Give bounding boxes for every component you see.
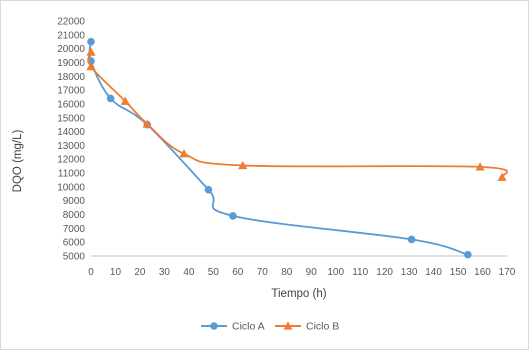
x-tick-label: 170 [499, 267, 516, 278]
series-ciclo-b [86, 47, 509, 181]
y-tick-label: 10000 [57, 182, 85, 193]
x-axis-title: Tiempo (h) [271, 288, 326, 300]
x-tick-label: 30 [159, 267, 171, 278]
legend-item: Ciclo A [201, 321, 265, 333]
data-point [179, 149, 189, 158]
data-point [87, 37, 95, 46]
x-axis-ticks: 0 10 20 30 40 50 60 70 80 90 100 110 120 130 140 150 160… [88, 267, 516, 278]
x-tick-label: 50 [208, 267, 220, 278]
legend-label: Ciclo B [306, 321, 339, 333]
series-line [87, 51, 509, 179]
y-tick-label: 7000 [63, 224, 86, 235]
y-tick-label: 20000 [57, 44, 85, 55]
y-tick-label: 11000 [58, 169, 86, 180]
legend-marker [210, 322, 218, 330]
data-point [229, 212, 237, 220]
data-point [106, 94, 115, 103]
y-tick-label: 5000 [63, 252, 86, 263]
data-point [142, 119, 152, 128]
x-tick-label: 10 [110, 267, 122, 278]
y-tick-label: 12000 [57, 155, 85, 166]
data-point [86, 47, 96, 56]
y-tick-label: 13000 [57, 141, 85, 152]
legend-item: Ciclo B [275, 321, 339, 333]
y-tick-label: 9000 [63, 196, 86, 207]
y-tick-label: 18000 [57, 72, 85, 83]
data-point [407, 235, 416, 244]
y-tick-label: 15000 [57, 113, 85, 124]
y-tick-label: 21000 [57, 30, 85, 41]
data-point [464, 250, 472, 259]
x-tick-label: 90 [306, 267, 318, 278]
data-point [86, 62, 96, 71]
data-point [120, 96, 130, 105]
data-point [204, 185, 213, 194]
y-tick-label: 17000 [57, 86, 85, 97]
y-tick-label: 22000 [57, 17, 85, 28]
data-point [475, 162, 485, 171]
y-tick-label: 19000 [57, 58, 85, 69]
legend-marker [283, 321, 293, 330]
y-axis-ticks: 5000 6000 7000 8000 9000 10000 11000 12000 13000… [57, 17, 85, 263]
legend-label: Ciclo A [232, 321, 265, 333]
x-tick-label: 120 [376, 267, 393, 278]
x-tick-label: 80 [281, 267, 293, 278]
series-ciclo-a [87, 37, 472, 259]
y-tick-label: 8000 [63, 210, 86, 221]
x-tick-label: 160 [474, 267, 491, 278]
y-tick-label: 6000 [63, 238, 86, 249]
data-point [497, 172, 507, 181]
x-tick-label: 130 [401, 267, 418, 278]
series-line [88, 41, 469, 256]
x-tick-label: 70 [257, 267, 269, 278]
x-tick-label: 150 [450, 267, 467, 278]
y-tick-label: 16000 [57, 99, 85, 110]
x-tick-label: 0 [88, 267, 94, 278]
y-tick-label: 14000 [57, 127, 85, 138]
x-tick-label: 40 [183, 267, 195, 278]
x-tick-label: 110 [352, 267, 368, 278]
legend: Ciclo A Ciclo B [201, 321, 339, 333]
data-point [238, 160, 248, 170]
x-tick-label: 140 [425, 267, 442, 278]
series-layer [86, 37, 509, 259]
x-tick-label: 20 [134, 267, 146, 278]
x-tick-label: 60 [232, 267, 244, 278]
x-tick-label: 100 [327, 267, 344, 278]
y-axis-title: DQO (mg/L) [12, 130, 24, 193]
